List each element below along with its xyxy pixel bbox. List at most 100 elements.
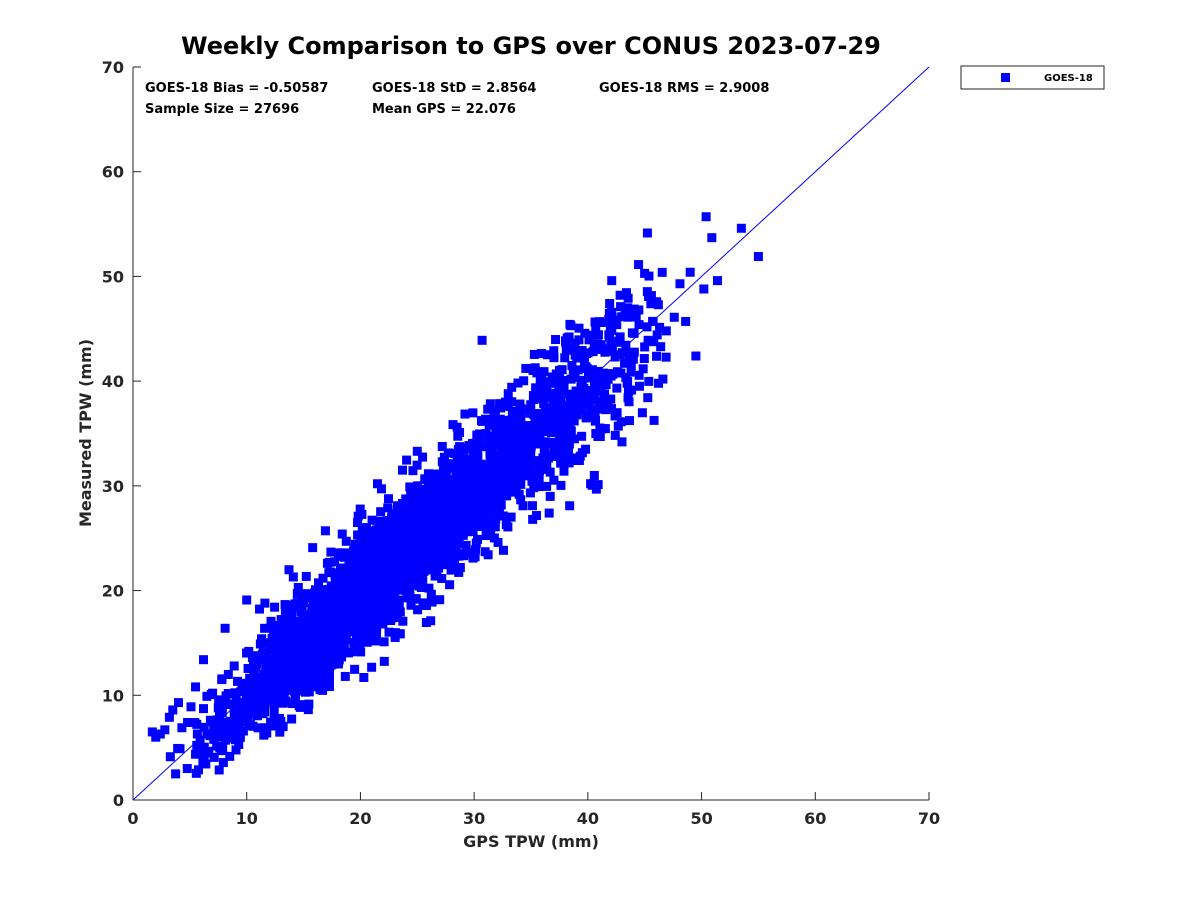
scatter-point [559,466,569,476]
scatter-point [311,653,321,663]
scatter-point [418,452,428,462]
scatter-point [336,563,346,573]
scatter-point [315,665,325,675]
scatter-point [574,335,584,345]
scatter-point [576,398,586,408]
scatter-point [398,517,408,527]
scatter-point [288,698,298,708]
scatter-point [214,765,224,775]
scatter-point [333,583,343,593]
scatter-point [431,478,441,488]
scatter-point [465,496,475,506]
scatter-point [358,619,368,629]
x-tick-label: 60 [804,809,826,828]
scatter-point [465,482,475,492]
scatter-point [341,598,351,608]
scatter-point [360,636,370,646]
scatter-point [147,727,157,737]
scatter-point [191,682,201,692]
scatter-point [657,267,667,277]
scatter-point [661,352,671,362]
scatter-point [459,551,469,561]
scatter-point [474,462,484,472]
scatter-point [275,727,285,737]
scatter-point [620,358,630,368]
scatter-point [468,526,478,536]
scatter-point [304,699,314,709]
scatter-point [556,480,566,490]
x-tick-label: 10 [236,809,258,828]
scatter-point [489,494,499,504]
scatter-point [320,607,330,617]
scatter-point [587,480,597,490]
scatter-point [584,335,594,345]
scatter-point [417,564,427,574]
scatter-point [437,441,447,451]
scatter-point [591,415,601,425]
one-to-one-reference-line [132,66,930,801]
scatter-point [363,565,373,575]
scatter-point [301,668,311,678]
scatter-point [212,741,222,751]
scatter-point [572,410,582,420]
scatter-point [593,330,603,340]
scatter-point [285,641,295,651]
scatter-point [483,404,493,414]
scatter-point [417,548,427,558]
scatter-point [378,525,388,535]
scatter-point [455,562,465,572]
scatter-point [450,522,460,532]
scatter-point [242,682,252,692]
scatter-point [480,414,490,424]
scatter-point [383,609,393,619]
scatter-point [483,506,493,516]
scatter-point [458,530,468,540]
scatter-point [280,631,290,641]
scatter-point [374,615,384,625]
scatter-point [415,503,425,513]
scatter-point [437,573,447,583]
scatter-point [524,452,534,462]
y-tick-label: 60 [102,163,124,182]
scatter-point [611,315,621,325]
scatter-point [528,409,538,419]
scatter-point [266,657,276,667]
x-axis-ticks: 0 10 20 30 40 50 60 70 [127,792,940,828]
scatter-point [278,620,288,630]
scatter-point [656,342,666,352]
scatter-point [441,534,451,544]
scatter-point [380,614,390,624]
scatter-point [431,547,441,557]
scatter-point [446,533,456,543]
scatter-point [365,550,375,560]
scatter-point [418,541,428,551]
scatter-point [303,705,313,715]
scatter-point [398,616,408,626]
scatter-points-goes18 [147,212,763,779]
scatter-point [413,605,423,615]
scatter-point [500,441,510,451]
scatter-point [445,482,455,492]
scatter-point [283,660,293,670]
scatter-point [621,288,631,298]
scatter-point [407,533,417,543]
scatter-point [225,751,235,761]
scatter-point [594,401,604,411]
scatter-point [507,464,517,474]
scatter-point [298,613,308,623]
scatter-point [605,332,615,342]
stat-std: GOES-18 StD = 2.8564 [372,81,536,96]
scatter-point [559,420,569,430]
scatter-point [312,645,322,655]
scatter-point [349,606,359,616]
scatter-point [264,668,274,678]
scatter-point [712,276,722,286]
scatter-point [600,424,610,434]
scatter-point [426,616,436,626]
scatter-point [555,412,565,422]
scatter-point [356,591,366,601]
scatter-point [260,598,270,608]
scatter-point [243,717,253,727]
scatter-point [594,380,604,390]
scatter-point [437,457,447,467]
